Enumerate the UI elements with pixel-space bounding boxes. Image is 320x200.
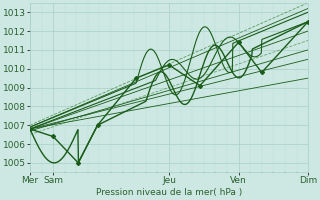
X-axis label: Pression niveau de la mer( hPa ): Pression niveau de la mer( hPa ) bbox=[96, 188, 242, 197]
